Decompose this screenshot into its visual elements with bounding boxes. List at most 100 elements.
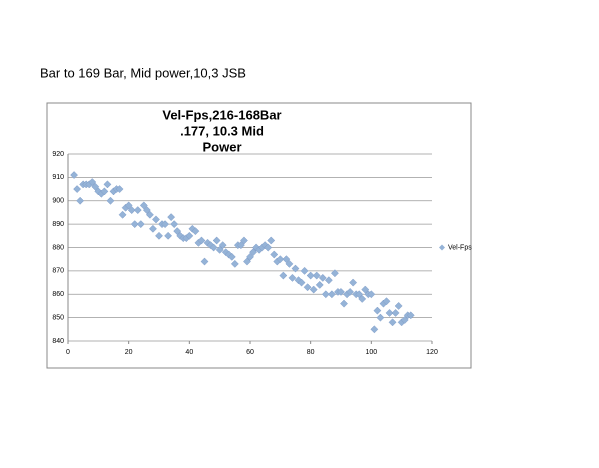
point: [346, 287, 355, 296]
point: [161, 220, 170, 229]
point: [227, 252, 236, 261]
point: [91, 182, 100, 191]
point: [236, 241, 245, 250]
point: [115, 185, 124, 194]
point: [103, 180, 112, 189]
point: [200, 257, 209, 266]
point: [337, 287, 345, 296]
y-tick-label: 900: [52, 198, 64, 205]
y-tick-label: 850: [52, 314, 64, 321]
y-tick-label: 840: [52, 338, 64, 345]
legend-marker: [439, 244, 445, 251]
point: [118, 210, 127, 219]
point: [291, 264, 300, 273]
point: [127, 206, 136, 215]
point: [218, 241, 227, 250]
point: [330, 269, 339, 278]
point: [340, 299, 348, 308]
point: [209, 243, 218, 252]
point: [164, 231, 173, 240]
point: [133, 206, 142, 215]
point: [327, 290, 336, 299]
point: [88, 178, 97, 187]
x-tick-label: 20: [125, 349, 133, 356]
point: [170, 220, 179, 229]
point: [152, 215, 160, 224]
chart-title: Vel-Fps,216-168Bar: [162, 107, 281, 122]
point: [373, 306, 382, 315]
x-tick-label: 80: [307, 349, 315, 356]
point: [261, 241, 270, 250]
point: [355, 290, 364, 299]
point: [385, 308, 394, 317]
x-tick-label: 0: [66, 349, 70, 356]
point: [155, 231, 163, 240]
point: [400, 316, 409, 324]
point: [100, 187, 109, 196]
point: [142, 206, 151, 215]
x-tick-label: 40: [185, 349, 193, 356]
point: [303, 283, 312, 292]
point: [188, 224, 197, 233]
point: [382, 297, 391, 306]
chart-title: .177, 10.3 Mid: [180, 123, 264, 138]
chart-title: Power: [202, 139, 241, 154]
point: [406, 311, 415, 320]
point: [70, 171, 79, 179]
point: [297, 278, 306, 287]
point: [391, 308, 400, 317]
point: [139, 201, 148, 210]
point: [145, 210, 154, 219]
point: [288, 273, 297, 282]
point: [300, 266, 309, 275]
point: [185, 231, 194, 240]
point: [173, 227, 182, 236]
point: [285, 259, 294, 268]
point: [167, 213, 176, 222]
point: [148, 224, 157, 233]
point: [349, 278, 358, 287]
y-tick-label: 870: [52, 268, 64, 275]
point: [361, 285, 370, 294]
point: [370, 325, 379, 334]
point: [230, 259, 239, 268]
point: [324, 276, 333, 285]
point: [312, 271, 321, 280]
y-tick-label: 890: [52, 221, 64, 228]
point: [124, 201, 133, 210]
point: [239, 236, 248, 245]
point: [270, 250, 279, 259]
y-tick-label: 920: [52, 151, 64, 158]
point: [309, 285, 318, 294]
point: [215, 245, 224, 254]
point: [206, 241, 215, 250]
point: [267, 236, 276, 245]
point: [191, 227, 200, 236]
point: [388, 318, 397, 327]
point: [279, 271, 288, 280]
x-tick-label: 60: [246, 349, 254, 356]
caption: Bar to 169 Bar, Mid power,10,3 JSB: [40, 65, 246, 80]
x-tick-label: 120: [426, 349, 438, 356]
point: [224, 250, 233, 259]
chart-frame: [46, 102, 472, 369]
point: [321, 290, 330, 299]
point: [276, 255, 285, 264]
point: [73, 185, 82, 194]
point: [315, 280, 324, 289]
point: [197, 236, 206, 245]
point: [318, 273, 327, 282]
y-tick-label: 910: [52, 174, 64, 181]
point: [130, 220, 139, 229]
point: [136, 220, 145, 229]
point: [249, 248, 257, 257]
y-tick-label: 860: [52, 291, 64, 298]
point: [358, 294, 367, 303]
point: [306, 271, 315, 280]
point: [106, 196, 115, 205]
x-tick-label: 100: [365, 349, 377, 356]
point: [367, 290, 376, 299]
point: [394, 301, 403, 310]
